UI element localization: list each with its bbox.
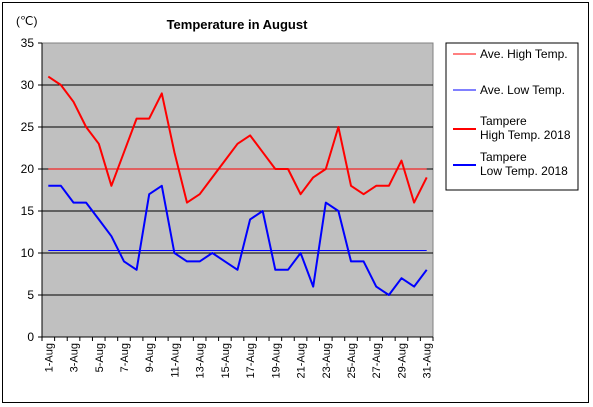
y-tick-label: 25 [21,120,35,134]
legend-label-2: Ave. Low Temp. [480,83,565,97]
y-tick-label: 30 [21,78,35,92]
x-tick-label: 31-Aug [422,343,434,378]
y-axis-unit-label: (℃) [16,14,37,28]
x-tick-label: 15-Aug [220,343,232,378]
plot-area: 0 5 10 15 20 25 30 35 1-Aug 3-Aug 5-Aug 7-Aug 9-Aug 1… [21,36,434,378]
x-tick-label: 25-Aug [346,343,358,378]
legend-label-3: Tampere [480,114,527,128]
plot-background [41,42,434,338]
x-tick-label: 21-Aug [296,343,308,378]
legend: Ave. High Temp.Ave. Low Temp.TampereHigh… [445,42,579,191]
x-tick-label: 11-Aug [169,343,181,378]
y-tick-label: 0 [27,330,34,344]
y-tick-label: 20 [21,162,35,176]
y-tick-label: 35 [21,36,35,50]
x-tick-label: 27-Aug [371,343,383,378]
x-tick-label: 3-Aug [69,343,81,372]
y-tick-label: 5 [27,288,34,302]
series-line-3 [47,75,428,204]
x-tick-label: 1-Aug [43,343,55,372]
x-tick-label: 13-Aug [195,343,207,378]
x-tick-label: 5-Aug [94,343,106,372]
x-tick-label: 7-Aug [119,343,131,372]
series-line-4 [48,184,428,296]
legend-label-3: High Temp. 2018 [480,128,571,142]
x-tick-label: 19-Aug [270,343,282,378]
legend-label-4: Tampere [480,150,527,164]
legend-label-1: Ave. High Temp. [480,47,568,61]
x-tick-label: 9-Aug [144,343,156,372]
y-tick-label: 15 [21,204,35,218]
legend-label-4: Low Temp. 2018 [480,164,568,178]
y-tick-label: 10 [21,246,35,260]
x-tick-label: 17-Aug [245,343,257,378]
chart-title: Temperature in August [167,17,309,32]
x-tick-label: 29-Aug [396,343,408,378]
x-tick-label: 23-Aug [321,343,333,378]
